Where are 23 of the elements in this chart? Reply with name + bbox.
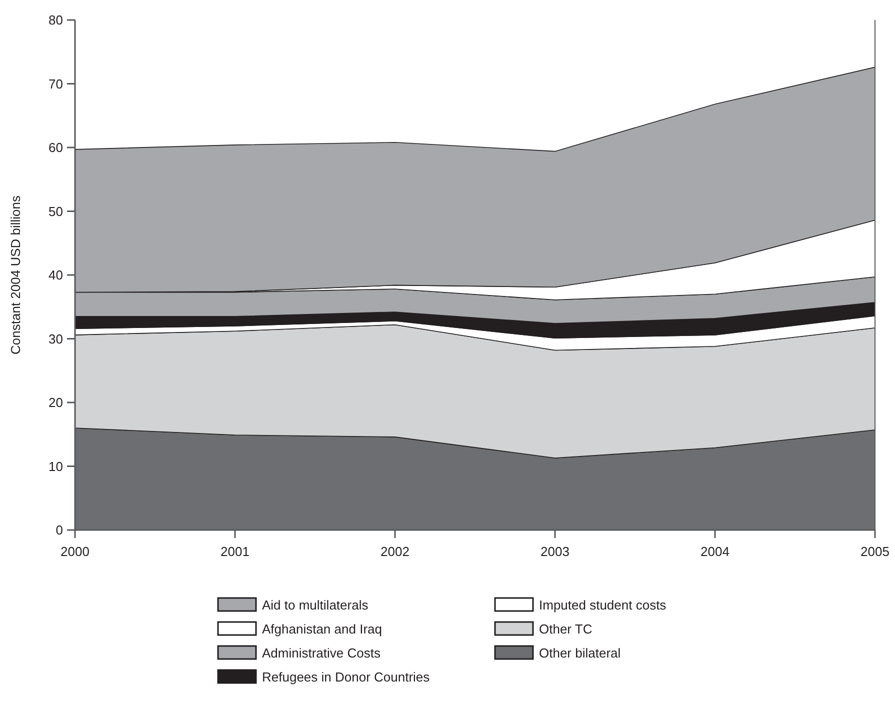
x-tick-label: 2000 [60,544,90,559]
y-tick-label: 80 [48,12,63,28]
x-tick-label: 2001 [220,544,250,559]
x-tick-label: 2005 [860,544,890,559]
legend-label: Afghanistan and Iraq [262,622,382,637]
y-tick-label: 40 [48,268,63,283]
y-tick-label: 70 [48,76,63,92]
legend-label: Imputed student costs [539,598,667,613]
y-tick-label: 50 [48,204,63,219]
x-tick-label: 2003 [540,544,570,559]
y-tick-label: 20 [48,395,63,410]
x-tick-label: 2004 [700,544,730,559]
y-tick-label: 0 [56,522,63,538]
x-tick-label: 2002 [380,544,410,559]
legend-label: Administrative Costs [262,646,381,661]
legend-label: Refugees in Donor Countries [262,670,430,685]
y-axis-title: Constant 2004 USD billions [8,195,23,354]
legend-label: Other TC [539,622,592,637]
y-tick-label: 60 [48,140,63,156]
y-tick-label: 10 [48,458,63,474]
legend-label: Other bilateral [539,646,621,661]
y-tick-label: 30 [48,331,63,346]
legend-label: Aid to multilaterals [262,598,369,613]
